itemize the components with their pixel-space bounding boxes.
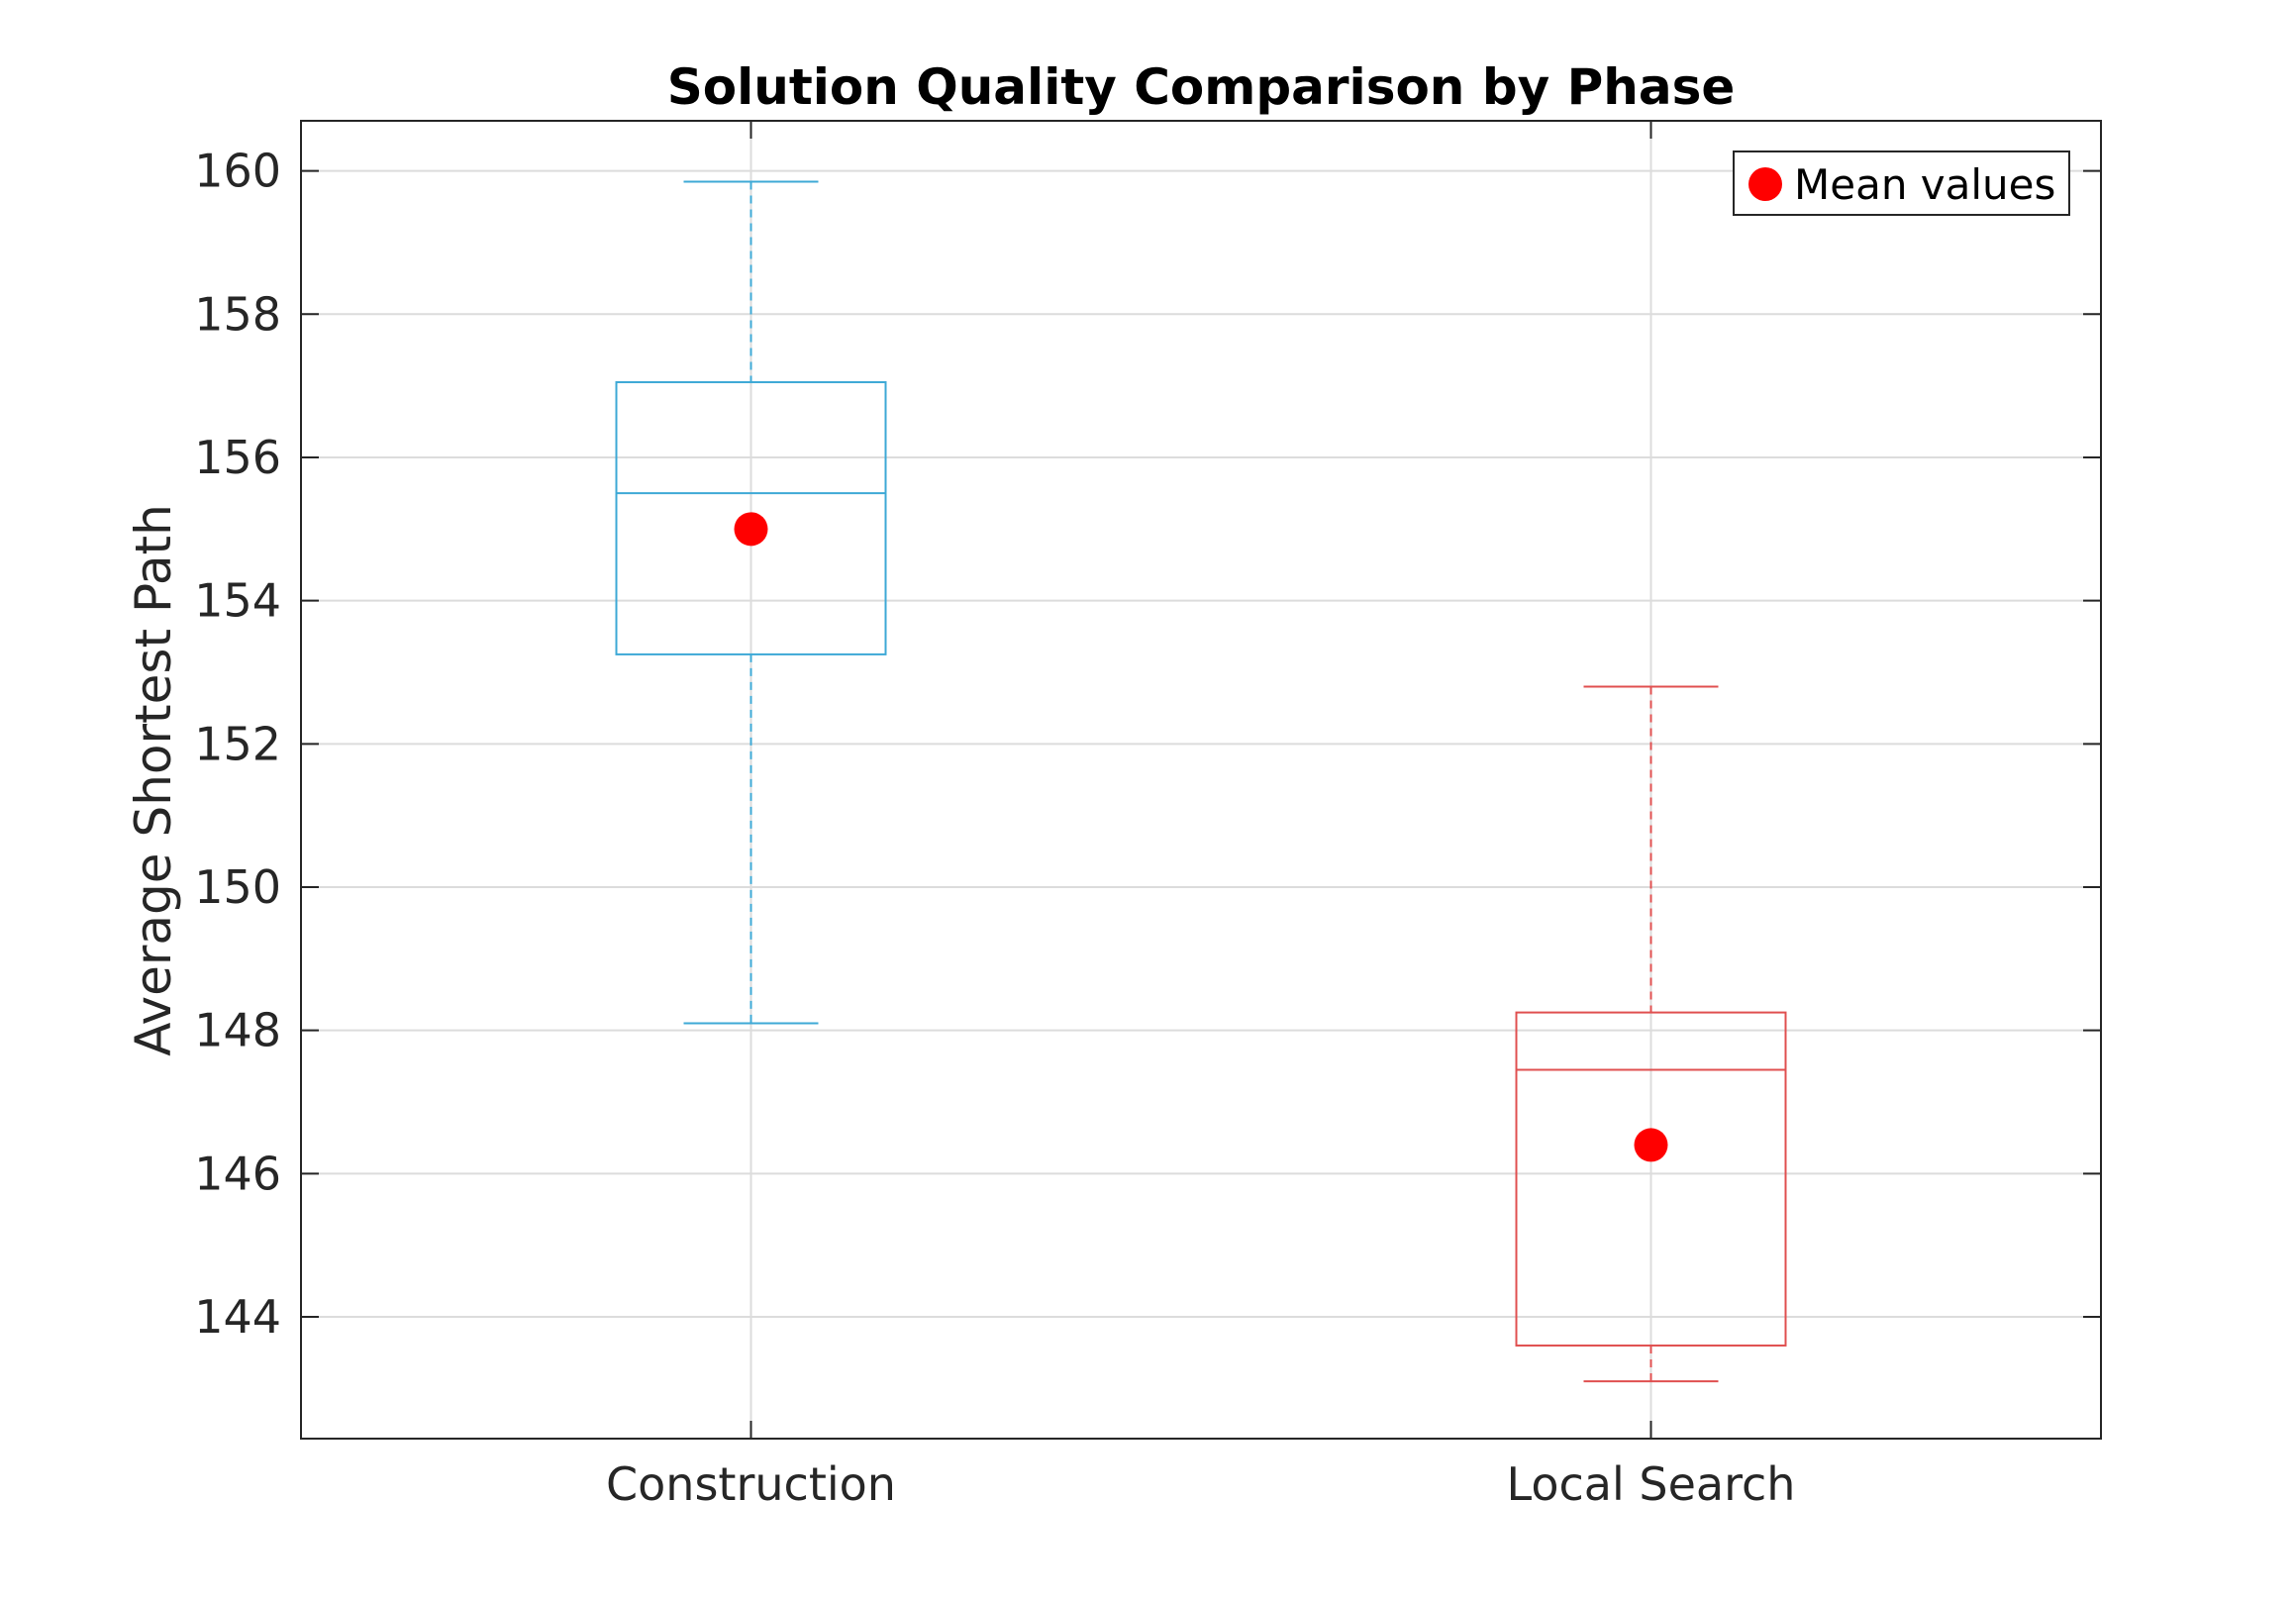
y-axis-label: Average Shortest Path [125, 504, 182, 1056]
ticks: 144 146 148 150 152 154 156 158 160 Construction L… [194, 121, 2101, 1511]
plot-area [301, 121, 2101, 1439]
y-tick-label: 148 [194, 1004, 281, 1057]
legend-mean-marker [1748, 167, 1782, 201]
y-tick-label: 160 [194, 145, 281, 198]
x-tick-label: Construction [606, 1457, 896, 1511]
y-tick-label: 152 [194, 717, 281, 770]
plot-frame [300, 120, 2102, 1440]
x-tick-label: Local Search [1507, 1457, 1796, 1511]
y-tick-label: 156 [194, 431, 281, 484]
y-tick-label: 154 [194, 574, 281, 628]
interquartile-box [1515, 1011, 1787, 1347]
y-tick-label: 144 [194, 1290, 281, 1344]
mean-marker [734, 512, 768, 547]
boxes [615, 180, 1787, 1383]
chart-title: Solution Quality Comparison by Phase [667, 58, 1736, 116]
box-construction [615, 180, 887, 1025]
box-local-search [1515, 685, 1787, 1383]
y-tick-label: 158 [194, 287, 281, 341]
legend-label-mean-values: Mean values [1794, 160, 2055, 209]
mean-marker [1634, 1128, 1668, 1162]
legend-box [1733, 150, 2070, 216]
legend: Mean values [1733, 150, 2070, 216]
y-tick-label: 150 [194, 860, 281, 914]
y-tick-label: 146 [194, 1147, 281, 1200]
interquartile-box [615, 381, 887, 655]
